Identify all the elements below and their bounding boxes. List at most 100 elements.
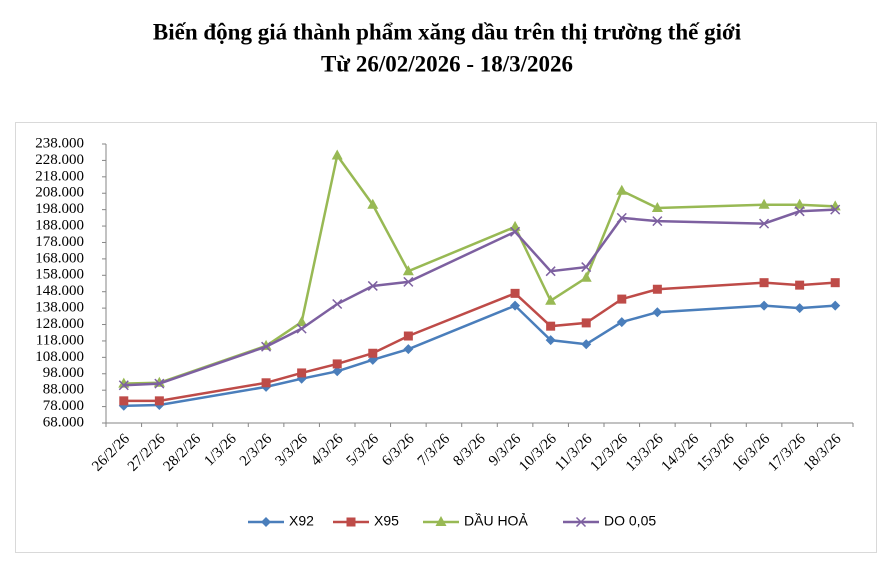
marker: [759, 218, 770, 229]
legend-label: X95: [374, 513, 399, 529]
marker: [830, 300, 841, 311]
y-tick-label: 78.000: [43, 398, 84, 414]
marker: [581, 339, 592, 350]
legend-item: X95: [333, 513, 399, 529]
marker: [367, 198, 379, 209]
marker: [367, 280, 378, 291]
marker: [580, 271, 592, 282]
marker: [346, 517, 356, 527]
marker: [332, 298, 343, 310]
marker: [332, 366, 343, 377]
marker: [296, 323, 307, 334]
x-tick-label: 28/2/26: [160, 431, 204, 475]
marker: [830, 278, 840, 288]
marker: [617, 294, 627, 304]
marker: [581, 262, 592, 273]
marker: [545, 335, 556, 346]
marker: [758, 198, 770, 209]
marker: [652, 216, 663, 227]
x-tick-label: 15/3/26: [694, 431, 738, 475]
y-tick-label: 238.000: [35, 135, 84, 151]
y-tick-label: 88.000: [43, 382, 84, 398]
marker: [261, 378, 271, 388]
y-tick-label: 158.000: [35, 267, 84, 283]
x-tick-label: 1/3/26: [201, 431, 240, 470]
x-tick-label: 13/3/26: [623, 431, 667, 475]
chart-subtitle: Từ 26/02/2026 - 18/3/2026: [321, 51, 573, 76]
marker: [652, 307, 663, 318]
marker: [575, 516, 587, 528]
marker: [332, 359, 342, 369]
x-tick-label: 6/3/26: [379, 431, 418, 470]
x-tick-label: 12/3/26: [587, 431, 631, 475]
marker: [118, 380, 129, 391]
y-tick-label: 228.000: [35, 152, 84, 168]
marker: [297, 368, 307, 378]
y-tick-label: 68.000: [43, 414, 84, 430]
y-tick-label: 128.000: [35, 316, 84, 332]
marker: [261, 341, 272, 352]
marker: [509, 220, 521, 231]
marker: [403, 344, 414, 355]
x-tick-label: 14/3/26: [658, 431, 702, 475]
marker: [154, 396, 164, 406]
y-tick-label: 148.000: [35, 283, 84, 299]
marker: [651, 202, 663, 213]
x-tick-label: 4/3/26: [308, 431, 347, 470]
marker: [546, 321, 556, 331]
x-tick-label: 27/2/26: [125, 431, 169, 475]
marker: [616, 212, 627, 223]
x-tick-label: 8/3/26: [450, 431, 489, 470]
marker: [616, 317, 627, 328]
x-tick-label: 18/3/26: [801, 431, 845, 475]
marker: [794, 303, 805, 314]
marker: [402, 265, 414, 276]
series-line: [123, 208, 836, 387]
legend-label: DO 0,05: [604, 513, 656, 529]
x-tick-label: 11/3/26: [552, 431, 596, 475]
legend-label: DẦU HOẢ: [464, 513, 528, 529]
series-line: [123, 281, 836, 403]
marker: [154, 378, 165, 389]
marker: [545, 266, 556, 277]
marker: [510, 288, 520, 298]
y-tick-label: 178.000: [35, 234, 84, 250]
marker: [435, 516, 447, 526]
legend-item: X92: [248, 513, 314, 529]
marker: [296, 316, 308, 327]
y-tick-label: 98.000: [43, 365, 84, 381]
marker: [581, 318, 591, 328]
marker: [403, 276, 414, 287]
x-tick-label: 7/3/26: [415, 431, 454, 470]
marker: [510, 226, 521, 237]
marker: [795, 280, 805, 290]
chart-frame: [15, 122, 877, 553]
chart-title: Biến động giá thành phẩm xăng dầu trên t…: [153, 19, 742, 44]
marker: [545, 294, 557, 305]
marker: [403, 331, 413, 341]
series-line: [123, 152, 836, 385]
y-tick-label: 218.000: [35, 168, 84, 184]
y-tick-label: 208.000: [35, 185, 84, 201]
marker: [759, 278, 769, 288]
marker: [794, 206, 805, 217]
marker: [616, 184, 628, 195]
x-tick-label: 16/3/26: [730, 431, 774, 475]
series-line: [123, 304, 836, 408]
x-tick-label: 2/3/26: [237, 431, 276, 470]
x-tick-label: 26/2/26: [89, 431, 133, 475]
marker: [510, 300, 521, 311]
x-tick-label: 10/3/26: [516, 431, 560, 475]
y-tick-label: 108.000: [35, 349, 84, 365]
marker: [331, 149, 343, 160]
y-tick-label: 198.000: [35, 201, 84, 217]
x-tick-label: 17/3/26: [765, 431, 809, 475]
marker: [119, 396, 129, 406]
y-tick-label: 168.000: [35, 250, 84, 266]
marker: [652, 284, 662, 294]
x-tick-label: 3/3/26: [272, 431, 311, 470]
legend-item: DẦU HOẢ: [423, 513, 528, 529]
y-tick-label: 118.000: [36, 332, 84, 348]
legend-label: X92: [289, 513, 314, 529]
